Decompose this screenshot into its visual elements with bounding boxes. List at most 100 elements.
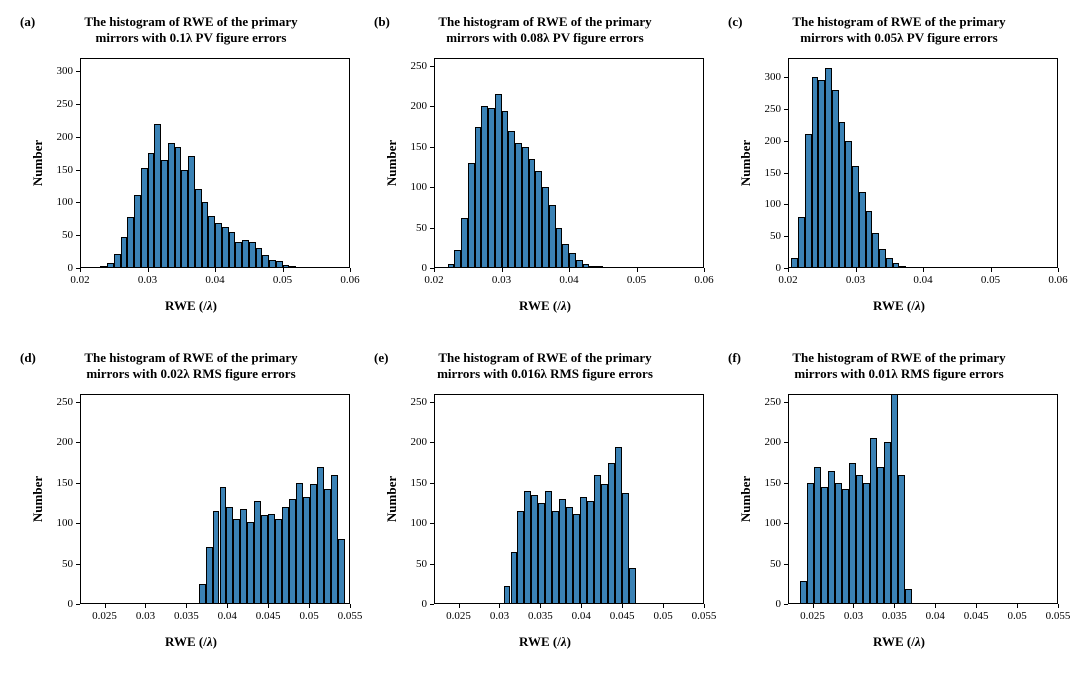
ytick-mark — [784, 109, 788, 110]
histogram-bar — [226, 507, 233, 604]
ytick-mark — [430, 106, 434, 107]
plot-area-e — [434, 394, 704, 604]
histogram-bar — [461, 218, 468, 268]
panel-title-d: The histogram of RWE of the primary mirr… — [18, 350, 364, 381]
xtick-label: 0.05 — [299, 610, 318, 622]
xtick-mark — [853, 604, 854, 608]
histogram-bar — [805, 134, 812, 268]
axis-spine — [788, 394, 1058, 395]
ytick-mark — [76, 442, 80, 443]
ytick-label: 300 — [57, 65, 74, 77]
xtick-label: 0.035 — [528, 610, 553, 622]
ytick-label: 150 — [411, 141, 428, 153]
histogram-bar — [545, 491, 552, 604]
xtick-label: 0.055 — [338, 610, 363, 622]
ytick-label: 200 — [57, 436, 74, 448]
histogram-bar — [870, 438, 877, 604]
xtick-label: 0.05 — [627, 274, 646, 286]
xtick-label: 0.03 — [136, 610, 155, 622]
histogram-bar — [852, 166, 859, 268]
ytick-label: 250 — [411, 60, 428, 72]
histogram-bar — [154, 124, 161, 268]
ytick-label: 250 — [765, 103, 782, 115]
ytick-label: 200 — [765, 436, 782, 448]
xtick-mark — [227, 604, 228, 608]
ytick-mark — [76, 483, 80, 484]
histogram-bar — [891, 394, 898, 604]
xtick-label: 0.04 — [205, 274, 224, 286]
xtick-mark — [704, 604, 705, 608]
histogram-bar — [222, 227, 229, 268]
histogram-bar — [213, 511, 220, 604]
xtick-mark — [637, 268, 638, 272]
xtick-label: 0.03 — [492, 274, 511, 286]
ytick-label: 0 — [68, 598, 74, 610]
histogram-bar — [141, 168, 148, 268]
y-axis-label: Number — [738, 140, 754, 186]
y-axis-label: Number — [384, 140, 400, 186]
xtick-label: 0.03 — [844, 610, 863, 622]
xtick-mark — [350, 604, 351, 608]
xtick-mark — [105, 604, 106, 608]
ytick-mark — [784, 204, 788, 205]
ytick-mark — [76, 268, 80, 269]
xtick-label: 0.045 — [964, 610, 989, 622]
ytick-mark — [430, 66, 434, 67]
y-axis-label: Number — [30, 476, 46, 522]
histogram-bar — [202, 202, 209, 268]
ytick-label: 100 — [765, 517, 782, 529]
histogram-bar — [282, 507, 289, 604]
ytick-mark — [430, 228, 434, 229]
histogram-bar — [587, 501, 594, 604]
histogram-bar — [559, 499, 566, 604]
ytick-mark — [784, 564, 788, 565]
histogram-bar — [531, 495, 538, 604]
axis-spine — [349, 58, 350, 268]
histogram-bar — [256, 248, 263, 268]
histogram-bar — [818, 80, 825, 268]
histogram-bar — [261, 515, 268, 604]
histogram-bar — [127, 217, 134, 268]
plot-area-a — [80, 58, 350, 268]
panel-b: (b)The histogram of RWE of the primary m… — [372, 4, 718, 332]
histogram-bar — [289, 499, 296, 604]
xtick-mark — [581, 604, 582, 608]
histogram-bar — [229, 232, 236, 268]
histogram-bar — [562, 244, 569, 268]
axis-spine — [434, 58, 704, 59]
ytick-label: 250 — [57, 396, 74, 408]
xtick-label: 0.06 — [1048, 274, 1067, 286]
histogram-bar — [481, 106, 488, 268]
ytick-mark — [784, 268, 788, 269]
axis-spine — [434, 394, 435, 604]
ytick-mark — [76, 523, 80, 524]
histogram-bar — [495, 94, 502, 268]
histogram-bar — [798, 217, 805, 268]
axis-spine — [788, 58, 1058, 59]
ytick-label: 150 — [411, 477, 428, 489]
ytick-label: 150 — [57, 164, 74, 176]
panel-f: (f)The histogram of RWE of the primary m… — [726, 340, 1072, 668]
ytick-mark — [430, 268, 434, 269]
xtick-label: 0.04 — [218, 610, 237, 622]
histogram-bar — [220, 487, 227, 604]
histogram-bar — [529, 159, 536, 268]
xtick-mark — [268, 604, 269, 608]
xtick-mark — [976, 604, 977, 608]
ytick-mark — [430, 564, 434, 565]
axis-spine — [788, 58, 789, 268]
histogram-bar — [835, 483, 842, 604]
xtick-label: 0.06 — [340, 274, 359, 286]
x-axis-label: RWE (/λ) — [726, 298, 1072, 314]
histogram-bar — [542, 187, 549, 268]
xtick-label: 0.05 — [273, 274, 292, 286]
ytick-label: 250 — [765, 396, 782, 408]
y-axis-label: Number — [30, 140, 46, 186]
histogram-bar — [832, 90, 839, 268]
plot-area-d — [80, 394, 350, 604]
ytick-mark — [784, 483, 788, 484]
plot-area-c — [788, 58, 1058, 268]
panel-title-a: The histogram of RWE of the primary mirr… — [18, 14, 364, 45]
ytick-label: 200 — [411, 436, 428, 448]
axis-spine — [80, 394, 81, 604]
